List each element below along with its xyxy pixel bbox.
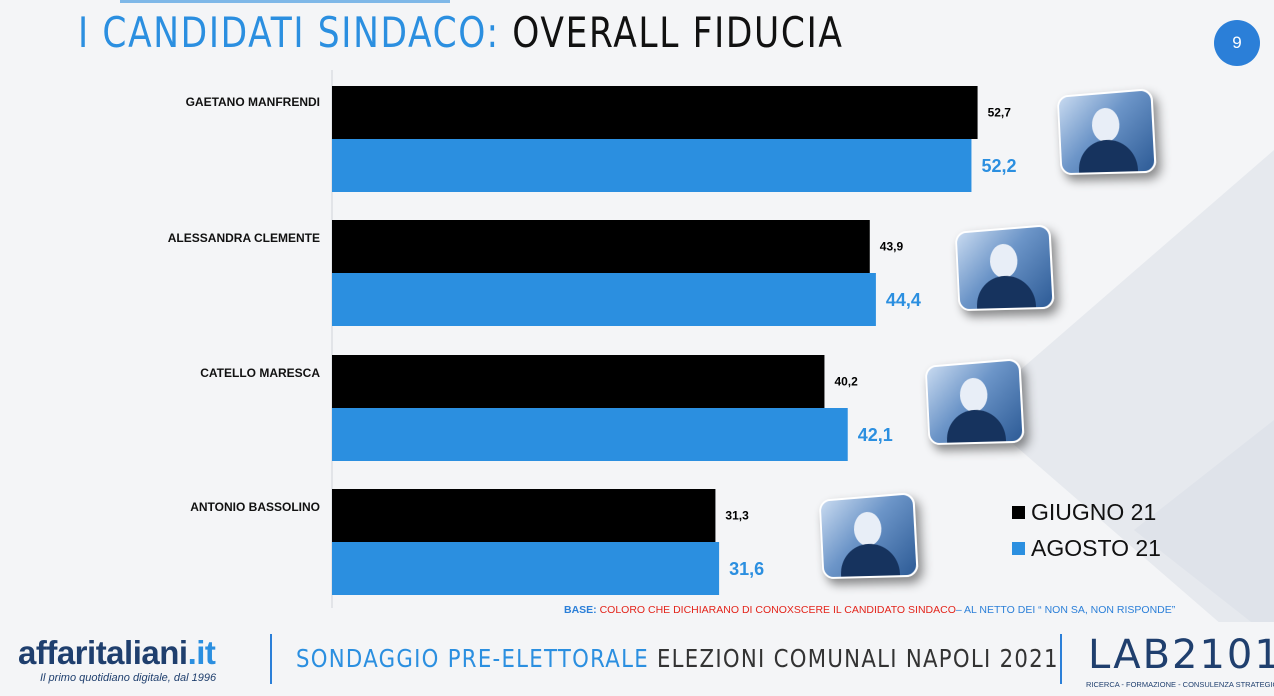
legend-item-agosto: AGOSTO 21	[1012, 530, 1161, 566]
data-label-giugno-1: 43,9	[880, 240, 904, 254]
survey-title-part-2: ELEZIONI COMUNALI NAPOLI 2021	[649, 644, 1059, 673]
chart-legend: GIUGNO 21 AGOSTO 21	[1012, 494, 1161, 566]
candidate-photo-maresca	[925, 358, 1025, 445]
lab-logo-part-2: 2101	[1172, 632, 1274, 678]
data-label-agosto-3: 31,6	[729, 559, 764, 579]
bar-giugno-2	[332, 355, 824, 408]
base-note-text: COLORO CHE DICHIARANO DI CONOXSCERE IL C…	[597, 604, 956, 616]
footer: affaritaliani.it Il primo quotidiano dig…	[0, 622, 1274, 696]
bar-agosto-3	[332, 542, 719, 595]
lab2101-logo[interactable]: LAB2101	[1088, 632, 1274, 678]
footer-divider	[270, 634, 272, 684]
legend-swatch-agosto	[1012, 542, 1025, 555]
data-label-agosto-0: 52,2	[981, 156, 1016, 176]
logo-name: affaritaliani	[18, 634, 188, 671]
candidate-photo-manfrendi	[1057, 88, 1157, 175]
data-label-agosto-2: 42,1	[858, 425, 893, 445]
lab-tagline: RICERCA - FORMAZIONE - CONSULENZA STRATE…	[1086, 680, 1274, 689]
base-note: BASE: COLORO CHE DICHIARANO DI CONOXSCER…	[564, 604, 1175, 616]
candidate-photo-bassolino	[819, 492, 919, 579]
legend-label-agosto: AGOSTO 21	[1031, 535, 1161, 562]
footer-divider-2	[1060, 634, 1062, 684]
base-note-label: BASE:	[564, 604, 597, 616]
base-note-tail: – AL NETTO DEI “ NON SA, NON RISPONDE”	[956, 604, 1175, 616]
legend-label-giugno: GIUGNO 21	[1031, 499, 1156, 526]
survey-title-part-1: SONDAGGIO PRE-ELETTORALE	[296, 644, 649, 673]
lab-logo-part-1: LAB	[1088, 632, 1172, 678]
data-label-giugno-0: 52,7	[988, 106, 1012, 120]
candidate-label-clemente: ALESSANDRA CLEMENTE	[0, 231, 320, 245]
data-label-giugno-2: 40,2	[834, 375, 858, 389]
legend-swatch-giugno	[1012, 506, 1025, 519]
data-label-agosto-1: 44,4	[886, 290, 921, 310]
candidate-label-maresca: CATELLO MARESCA	[0, 366, 320, 380]
bar-agosto-1	[332, 273, 876, 326]
data-label-giugno-3: 31,3	[725, 509, 749, 523]
candidate-label-manfrendi: GAETANO MANFRENDI	[0, 95, 320, 109]
candidate-photo-clemente	[955, 224, 1055, 311]
candidate-label-bassolino: ANTONIO BASSOLINO	[0, 500, 320, 514]
bar-giugno-0	[332, 86, 978, 139]
footer-survey-title: SONDAGGIO PRE-ELETTORALE ELEZIONI COMUNA…	[296, 644, 1059, 673]
affaritaliani-logo[interactable]: affaritaliani.it	[18, 634, 215, 672]
bar-giugno-3	[332, 489, 715, 542]
logo-tagline: Il primo quotidiano digitale, dal 1996	[40, 672, 216, 684]
bar-agosto-2	[332, 408, 848, 461]
bar-agosto-0	[332, 139, 971, 192]
logo-tld: .it	[188, 634, 216, 671]
bar-giugno-1	[332, 220, 870, 273]
legend-item-giugno: GIUGNO 21	[1012, 494, 1161, 530]
